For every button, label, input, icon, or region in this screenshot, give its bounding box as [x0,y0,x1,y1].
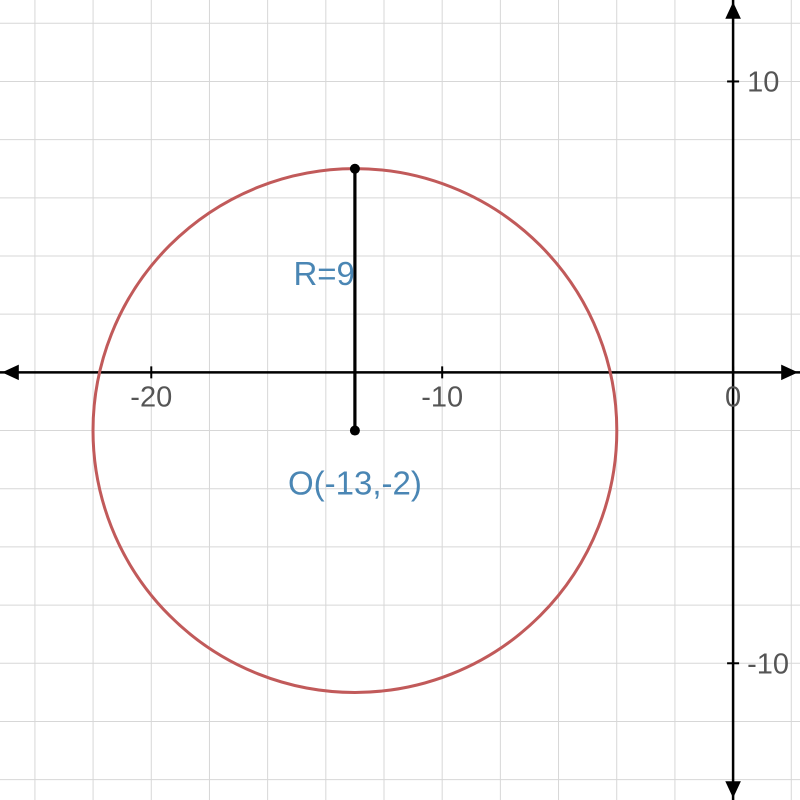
point-marker [350,164,360,174]
plot-bg [0,0,800,800]
plot-svg: -20 -10 0 -10 10 R=9 O(-13,-2) [0,0,800,800]
coordinate-plot: -20 -10 0 -10 10 R=9 O(-13,-2) [0,0,800,800]
y-tick-label: 10 [747,66,779,98]
x-tick-label: -20 [130,381,172,413]
center-label: O(-13,-2) [288,465,422,502]
radius-label: R=9 [293,255,354,292]
x-tick-label: -10 [421,381,463,413]
y-tick-label: -10 [747,648,789,680]
point-marker [350,426,360,436]
x-tick-label: 0 [725,381,741,413]
